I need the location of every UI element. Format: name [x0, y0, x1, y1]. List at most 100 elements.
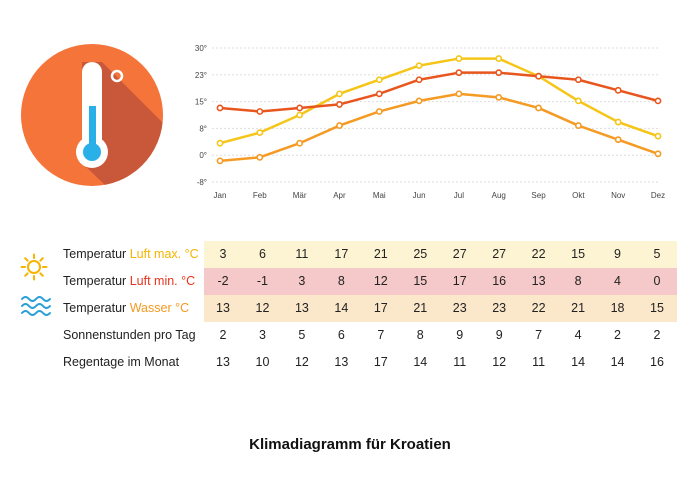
table-cell: 4: [614, 274, 621, 288]
table-cell: 7: [535, 328, 543, 342]
data-point: [455, 90, 463, 98]
data-point: [336, 90, 343, 98]
y-tick-label: 8°: [199, 124, 207, 133]
table-row: Temperatur Wasser °C 13 12 13 14 17 21 23 23 22 21…: [0, 295, 700, 322]
data-point: [256, 129, 264, 137]
data-point: [375, 76, 383, 84]
table-cell: 8: [337, 274, 345, 288]
table-cell: 17: [373, 355, 388, 369]
table-cell: 0: [653, 274, 661, 288]
table-cell: 14: [571, 355, 586, 369]
data-point: [574, 122, 582, 129]
x-tick-label: Nov: [611, 191, 625, 200]
data-point: [256, 153, 264, 161]
table-cell: 13: [216, 301, 230, 315]
data-point: [336, 101, 343, 108]
row-band: [204, 268, 677, 295]
table-cell: 21: [373, 247, 388, 261]
row-label: Temperatur Wasser °C: [63, 295, 189, 322]
table-cell: 9: [456, 328, 464, 342]
table-cell: 6: [337, 328, 345, 342]
table-cell: 16: [650, 355, 664, 369]
table-cell: 2: [614, 328, 621, 342]
row-band: [204, 295, 677, 322]
table-cell: 22: [531, 247, 546, 261]
data-point: [574, 97, 582, 105]
table-cell: 21: [571, 301, 586, 315]
table-cell: 11: [532, 355, 546, 369]
table-cell: 9: [495, 328, 503, 342]
table-cell: 27: [492, 247, 507, 261]
x-tick-label: Mär: [293, 191, 307, 200]
table-cell: 5: [298, 328, 306, 342]
table-cell: 11: [295, 247, 309, 261]
table-cell: 12: [255, 301, 270, 315]
table-cell: 9: [614, 247, 621, 261]
data-point: [654, 150, 662, 158]
data-point: [216, 104, 224, 112]
table-cell: 17: [334, 247, 349, 261]
table-cell: 18: [610, 301, 625, 315]
data-point: [614, 118, 622, 126]
table-row: Regentage im Monat 13 10 12 13 17 14 11 12 11 14 14…: [0, 349, 700, 376]
data-point: [654, 132, 662, 140]
data-point: [375, 90, 383, 98]
row-label: Temperatur Luft max. °C: [63, 241, 199, 268]
row-label-prefix: Temperatur: [63, 247, 130, 261]
y-tick-label: -8°: [197, 178, 207, 187]
row-label: Sonnenstunden pro Tag: [63, 322, 196, 349]
table-cell: 12: [492, 355, 507, 369]
table-cell: 8: [574, 274, 582, 288]
x-tick-label: Okt: [572, 191, 585, 200]
data-point: [415, 97, 423, 105]
table-cell: 15: [571, 247, 586, 261]
table-cell: 22: [531, 301, 546, 315]
data-point: [574, 76, 582, 84]
row-label-prefix: Regentage im Monat: [63, 355, 180, 369]
table-row: Sonnenstunden pro Tag 2 3 5 6 7 8 9 9 7 4 2 2: [0, 322, 700, 349]
x-tick-label: Apr: [333, 191, 346, 200]
table-cell: 8: [416, 328, 424, 342]
table-cell: 27: [452, 247, 467, 261]
table-cell: 23: [492, 301, 507, 315]
data-point: [495, 69, 503, 77]
row-label-prefix: Sonnenstunden pro Tag: [63, 328, 196, 342]
table-cell: 4: [574, 328, 582, 342]
table-cell: 13: [531, 274, 546, 288]
x-tick-label: Aug: [492, 191, 506, 200]
x-tick-label: Sep: [531, 191, 546, 200]
x-tick-label: Feb: [253, 191, 267, 200]
x-tick-label: Dez: [651, 191, 665, 200]
table-cell: 7: [377, 328, 385, 342]
table-cell: -1: [256, 274, 269, 288]
table-cell: 13: [334, 355, 349, 369]
table-cell: 3: [258, 328, 266, 342]
data-point: [216, 139, 224, 147]
table-cell: 3: [298, 274, 306, 288]
table-cell: 17: [373, 301, 388, 315]
y-tick-label: 0°: [199, 151, 207, 160]
table-cell: 15: [650, 301, 664, 315]
row-label-highlight: Wasser °C: [129, 301, 190, 315]
table-row: Temperatur Luft min. °C -2 -1 3 8 12 15 17 16 13 8…: [0, 268, 700, 295]
series-line: [219, 71, 659, 113]
table-cell: 3: [219, 247, 227, 261]
data-point: [375, 108, 383, 115]
data-point: [415, 62, 423, 70]
x-tick-label: Jul: [454, 191, 464, 200]
data-point: [296, 139, 304, 147]
x-tick-label: Jun: [413, 191, 426, 200]
x-tick-label: Jan: [214, 191, 227, 200]
y-tick-label: 23°: [195, 71, 207, 80]
data-point: [296, 111, 304, 119]
table-cell: 2: [219, 328, 227, 342]
table-cell: 13: [294, 301, 309, 315]
data-point: [336, 122, 343, 129]
data-point: [495, 55, 503, 62]
data-point: [216, 157, 224, 165]
data-point: [535, 104, 542, 112]
data-point: [614, 136, 622, 144]
climate-chart: 30° 23° 15° 8° 0° -8° Jan Feb Mär Apr Mai Jun Jul Au…: [21, 44, 665, 200]
data-point: [296, 104, 304, 112]
data-point: [614, 86, 622, 94]
